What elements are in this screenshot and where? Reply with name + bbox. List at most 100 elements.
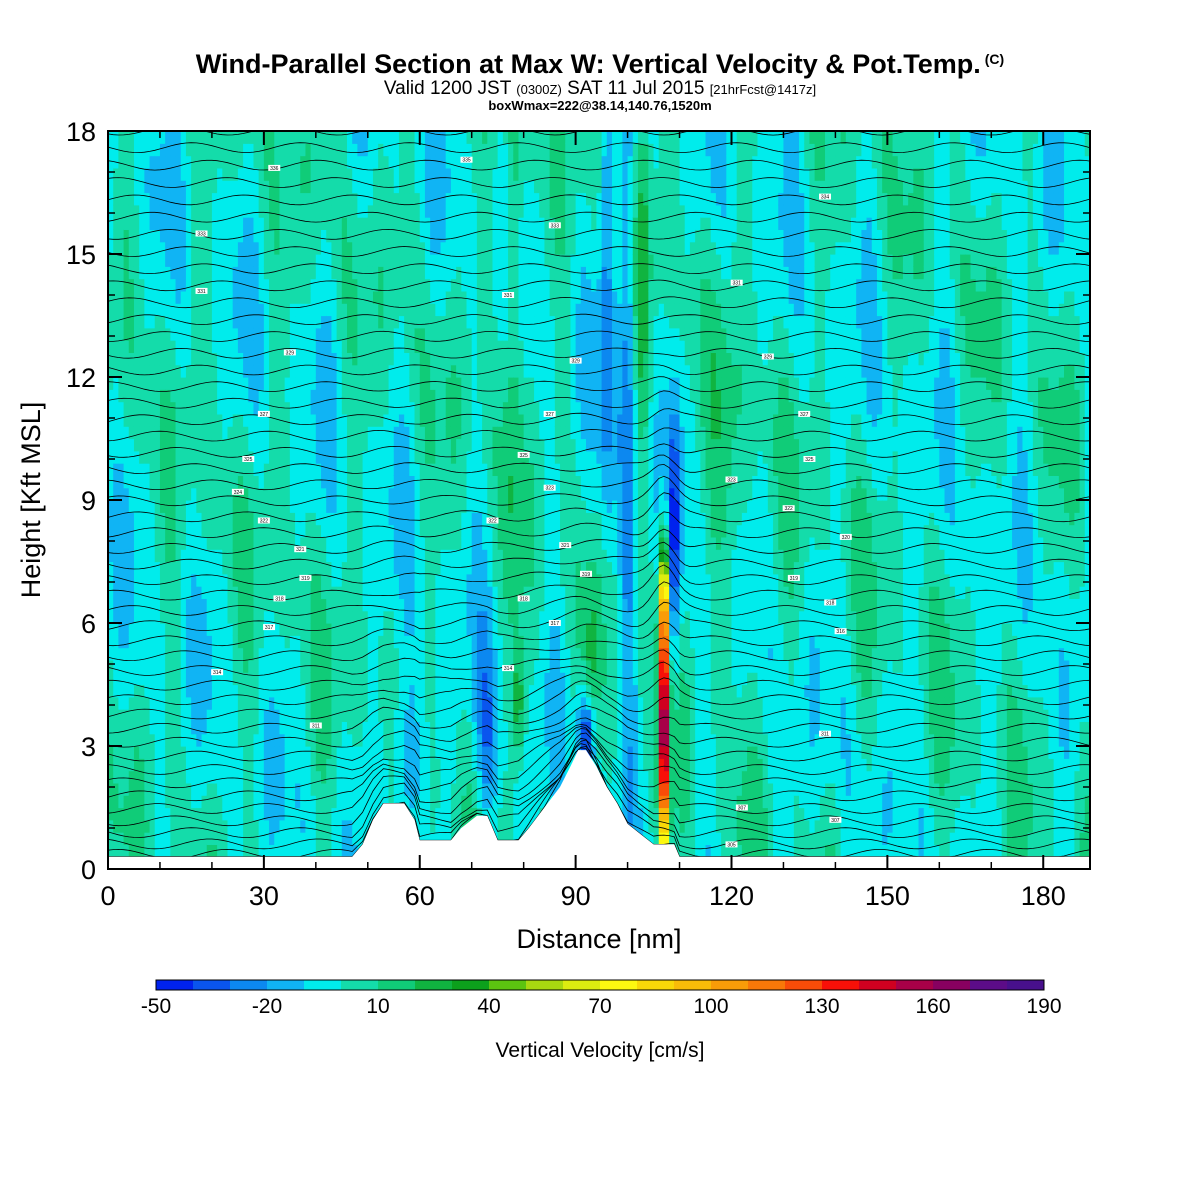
w-cell [237,241,244,255]
w-cell [180,192,187,206]
w-cell [180,770,187,784]
w-cell [445,672,452,686]
w-cell [274,598,281,612]
w-cell [476,377,483,390]
w-cell [523,413,530,427]
w-cell [487,155,494,169]
w-cell [378,500,384,513]
w-cell [144,696,151,710]
w-cell [466,438,473,452]
w-cell [476,782,483,796]
w-cell [518,131,525,144]
w-cell [388,389,395,403]
w-cell [180,610,187,624]
w-cell [430,377,436,390]
w-cell [289,659,296,673]
w-cell [424,586,431,599]
w-cell [108,659,114,673]
w-cell [534,131,540,144]
w-cell [154,438,161,452]
w-cell [191,463,197,476]
w-cell [518,696,525,710]
w-cell [222,623,229,636]
w-cell [435,549,442,563]
w-cell [398,401,405,415]
w-cell [419,192,426,206]
w-cell [123,204,130,218]
w-cell [513,721,520,735]
w-cell [269,573,275,587]
w-cell [347,192,353,206]
w-cell [263,389,270,403]
w-cell [175,758,182,772]
w-cell [217,450,223,464]
w-cell [108,573,114,587]
w-cell [154,241,161,255]
w-cell [248,684,255,698]
w-cell [113,672,119,686]
w-cell [300,746,307,759]
w-cell [424,500,431,513]
w-cell [321,167,327,181]
w-cell [123,746,130,759]
w-cell [191,635,197,649]
w-cell [165,733,171,747]
w-cell [362,659,369,673]
w-cell [258,204,265,218]
w-cell [404,598,410,612]
w-cell [378,709,384,722]
w-cell [497,721,504,735]
w-cell [440,549,447,563]
w-cell [331,426,338,440]
w-cell [435,180,442,194]
w-cell [248,303,255,317]
w-cell [409,598,416,612]
w-cell [170,659,177,673]
w-cell [466,721,473,735]
w-cell [393,266,400,280]
w-cell [113,807,119,821]
w-cell [383,463,390,476]
w-cell [347,327,353,341]
w-cell [523,623,530,636]
w-cell [383,327,390,341]
w-cell [222,758,229,772]
w-cell [217,266,223,280]
w-cell [139,672,145,686]
w-cell [367,475,374,489]
w-cell [357,709,364,722]
w-cell [497,684,504,698]
w-cell [206,795,213,809]
w-cell [300,401,307,415]
w-cell [497,586,504,599]
w-cell [383,500,390,513]
w-cell [487,327,494,341]
w-cell [450,217,457,230]
w-cell [435,832,442,845]
w-cell [352,610,358,624]
w-cell [393,254,400,267]
w-cell [310,500,317,513]
w-cell [378,352,384,366]
w-cell [414,315,421,329]
w-cell [357,819,364,833]
w-cell [383,389,390,403]
w-cell [206,377,213,390]
w-cell [108,426,114,440]
w-cell [440,807,447,821]
w-cell [154,536,161,550]
w-cell [201,733,208,747]
w-cell [440,610,447,624]
w-cell [497,364,504,378]
w-cell [321,721,327,735]
w-cell [113,315,119,329]
w-cell [295,512,301,526]
w-cell [419,647,426,661]
w-cell [409,290,416,304]
w-cell [518,598,525,612]
w-cell [274,844,281,858]
w-cell [445,807,452,821]
w-cell [305,598,312,612]
w-cell [367,241,374,255]
w-cell [404,610,410,624]
